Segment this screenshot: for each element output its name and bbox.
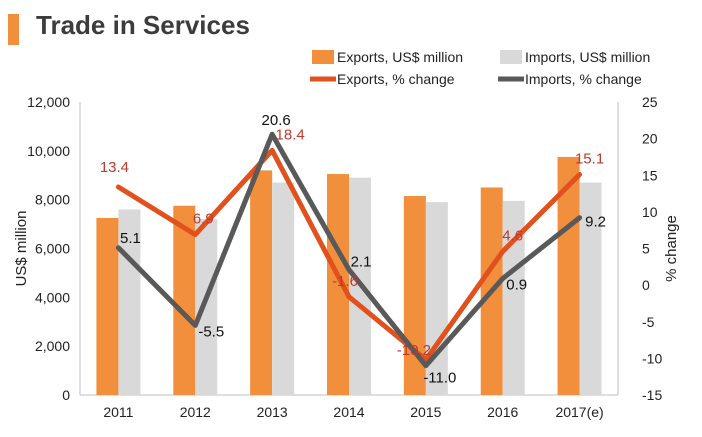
bar-imports-2012 bbox=[195, 219, 218, 395]
chart-title: Trade in Services bbox=[36, 10, 250, 40]
x-tick-label: 2015 bbox=[410, 404, 441, 420]
x-tick-label: 2017(e) bbox=[555, 404, 603, 420]
bar-exports-2017(e) bbox=[557, 156, 580, 395]
bar-imports-2015 bbox=[425, 202, 448, 395]
x-tick-label: 2016 bbox=[487, 404, 518, 420]
y-right-axis-title: % change bbox=[663, 215, 680, 282]
legend-swatch-exports-bar bbox=[312, 50, 334, 64]
imports-change-label-2015: -11.0 bbox=[423, 370, 456, 387]
x-tick-label: 2011 bbox=[103, 404, 133, 420]
bar-exports-2013 bbox=[250, 170, 273, 395]
y-right-tick-label: 15 bbox=[642, 167, 658, 183]
imports-change-line bbox=[115, 131, 583, 369]
y-left-tick-label: 10,000 bbox=[27, 143, 70, 159]
legend-label-exports-line: Exports, % change bbox=[337, 71, 455, 87]
y-right-tick-label: -5 bbox=[642, 314, 655, 330]
y-left-tick-label: 8,000 bbox=[35, 192, 70, 208]
title-accent-bar bbox=[8, 14, 19, 45]
exports-change-label-2015: -10.2 bbox=[397, 342, 431, 359]
exports-change-label-2013: 18.4 bbox=[276, 126, 305, 143]
bar-imports-2017(e) bbox=[579, 182, 602, 395]
y-left-tick-label: 2,000 bbox=[35, 338, 70, 354]
imports-change-label-2013: 20.6 bbox=[262, 112, 291, 129]
exports-change-label-2014: -1.6 bbox=[332, 273, 358, 290]
y-right-tick-label: 0 bbox=[642, 277, 650, 293]
y-left-tick-label: 4,000 bbox=[35, 289, 70, 305]
imports-change-label-2017(e): 9.2 bbox=[585, 214, 606, 231]
legend-label-exports-bar: Exports, US$ million bbox=[337, 49, 463, 65]
y-right-tick-label: 20 bbox=[642, 131, 658, 147]
x-tick-label: 2014 bbox=[333, 404, 364, 420]
y-right-tick-label: 25 bbox=[642, 94, 658, 110]
exports-change-label-2017(e): 15.1 bbox=[575, 151, 604, 168]
imports-change-label-2011: 5.1 bbox=[120, 230, 141, 247]
y-right-tick-label: 5 bbox=[642, 241, 650, 257]
bar-exports-2011 bbox=[96, 217, 119, 395]
imports-change-label-2012: -5.5 bbox=[198, 323, 224, 340]
imports-change-label-2014: 2.1 bbox=[351, 254, 372, 271]
x-tick-label: 2012 bbox=[180, 404, 211, 420]
y-left-tick-label: 6,000 bbox=[35, 241, 70, 257]
bar-exports-2014 bbox=[327, 174, 349, 395]
y-left-axis-title: US$ million bbox=[13, 211, 30, 287]
x-tick-label: 2013 bbox=[257, 404, 288, 420]
bar-exports-2012 bbox=[173, 205, 196, 395]
legend-swatch-imports-bar bbox=[500, 50, 522, 64]
y-right-tick-label: -15 bbox=[642, 387, 662, 403]
bar-imports-2013 bbox=[272, 182, 295, 395]
y-right-tick-label: 10 bbox=[642, 204, 658, 220]
legend-label-imports-bar: Imports, US$ million bbox=[525, 49, 650, 65]
legend-label-imports-line: Imports, % change bbox=[525, 71, 642, 87]
imports-change-label-2016: 0.9 bbox=[506, 277, 527, 294]
exports-change-label-2012: 6.9 bbox=[193, 211, 214, 228]
y-left-tick-label: 0 bbox=[62, 387, 70, 403]
exports-change-label-2011: 13.4 bbox=[100, 159, 129, 176]
y-left-tick-label: 12,000 bbox=[27, 94, 70, 110]
y-right-tick-label: -10 bbox=[642, 350, 662, 366]
exports-change-line bbox=[115, 147, 583, 363]
exports-change-label-2016: 4.6 bbox=[502, 227, 523, 244]
